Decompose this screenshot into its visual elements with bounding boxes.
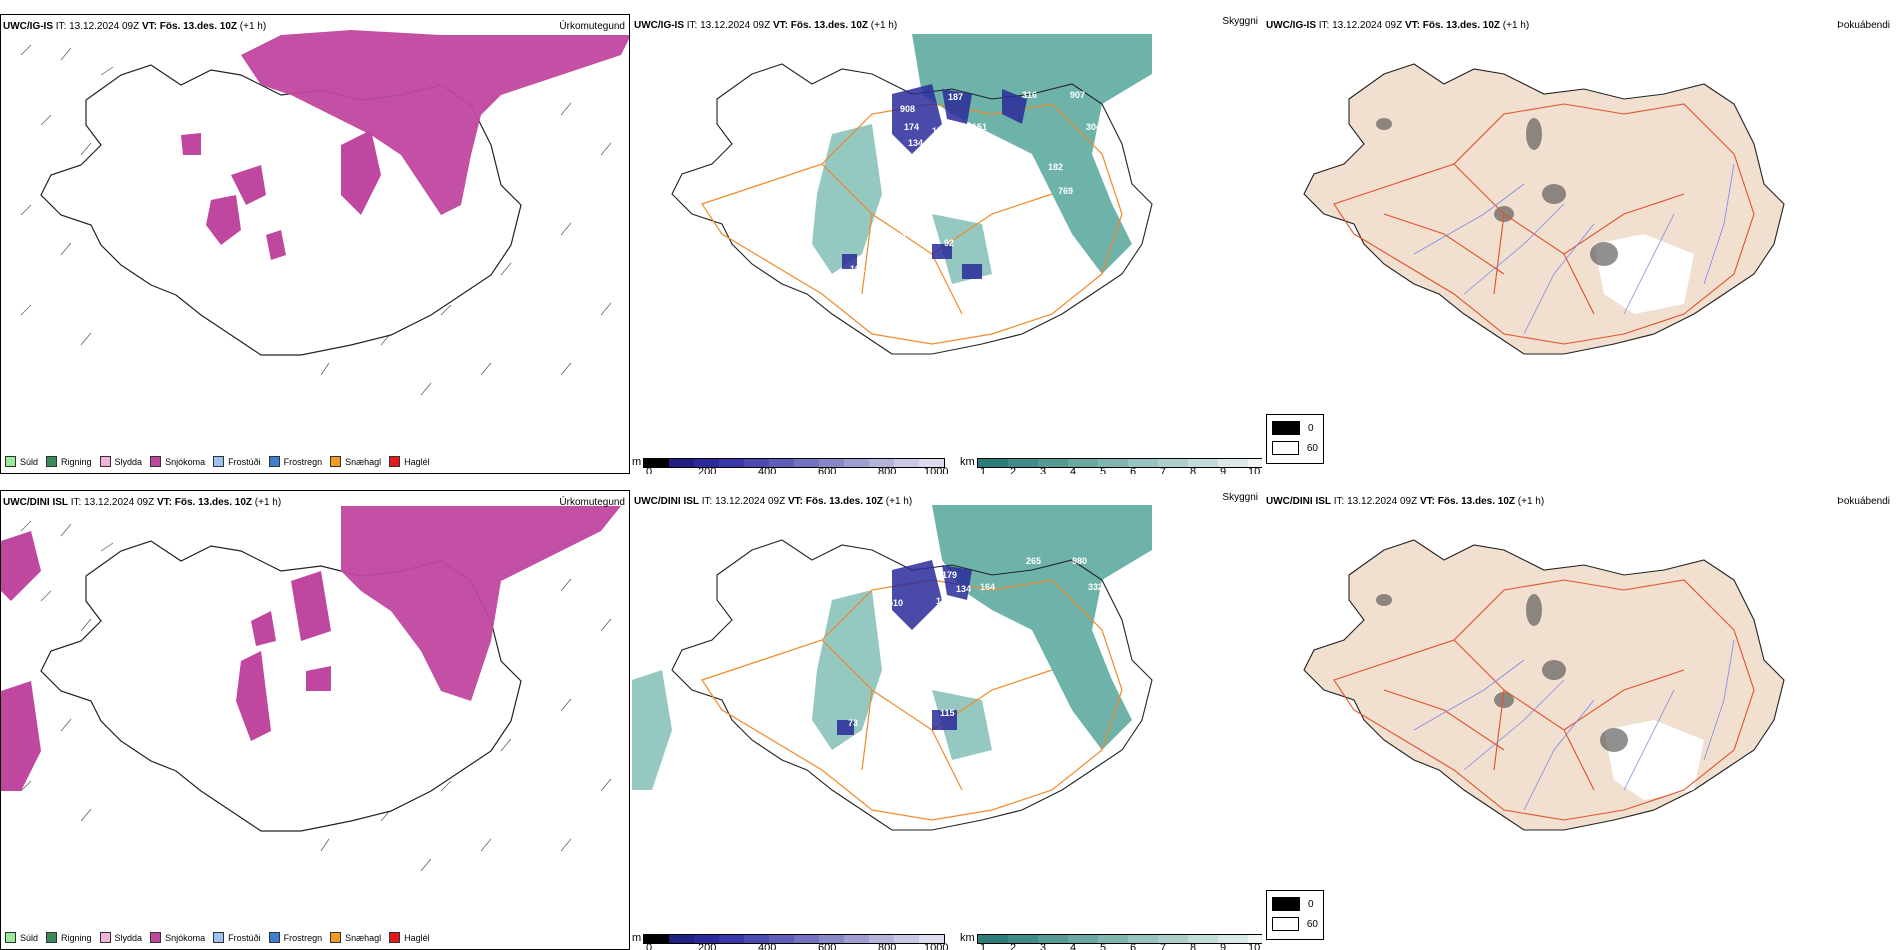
fog-index-panel-row1: UWC/IG-IS IT: 13.12.2024 09Z VT: Fös. 13… <box>1264 14 1894 474</box>
vis-label: 101 <box>850 264 865 274</box>
vis-label: 147 <box>1006 726 1021 736</box>
legend-item: Frostregn <box>268 932 322 943</box>
legend-item: Snjókoma <box>150 932 205 943</box>
panel-title: UWC/IG-IS IT: 13.12.2024 09Z VT: Fös. 13… <box>634 20 898 31</box>
panel-title: UWC/IG-IS IT: 13.12.2024 09Z VT: Fös. 13… <box>1266 20 1530 31</box>
precip-legend: Súld Rigning Slydda Snjókoma Frostúði Fr… <box>5 932 430 943</box>
vis-label: 213 <box>932 636 947 646</box>
legend-item: Haglél <box>389 456 430 467</box>
precip-legend: Súld Rigning Slydda Snjókoma Frostúði Fr… <box>5 456 430 467</box>
visibility-map: 510 179 116 169 213 217 134 164 265 980 … <box>632 505 1153 831</box>
vis-label: 316 <box>1022 90 1037 100</box>
km-colorbar: km 1 2 3 4 5 6 7 8 9 10 <box>960 456 1262 474</box>
vis-label: 349 <box>920 188 935 198</box>
legend-item: Snæhagl <box>330 932 381 943</box>
legend-item: Rigning <box>46 932 92 943</box>
km-colorbar: km 1 2 3 4 5 6 7 8 9 10 <box>960 932 1262 950</box>
vis-label: 115 <box>940 708 955 718</box>
vis-label: 99 <box>1008 258 1018 268</box>
legend-item: Frostregn <box>268 456 322 467</box>
vis-label: 51 <box>990 246 1000 256</box>
precip-type-panel-row2: UWC/DINI ISL IT: 13.12.2024 09Z VT: Fös.… <box>0 490 630 950</box>
vis-label: 332 <box>1088 582 1103 592</box>
vis-label: 179 <box>942 570 957 580</box>
fog-legend: 0 60 <box>1266 890 1324 940</box>
vis-label: 908 <box>900 104 915 114</box>
fog-index-map <box>1303 63 1785 355</box>
precip-type-panel-row1: UWC/IG-IS IT: 13.12.2024 09Z VT: Fös. 13… <box>0 14 630 474</box>
panel-name: Þokuábendi <box>1837 20 1890 31</box>
vis-label: 134 <box>956 584 971 594</box>
vis-label: 134 <box>908 138 923 148</box>
panel-title: UWC/DINI ISL IT: 13.12.2024 09Z VT: Fös.… <box>634 496 913 507</box>
precip-type-map <box>1 506 621 872</box>
legend-item: Snjókoma <box>150 456 205 467</box>
vis-label: 182 <box>1048 162 1063 172</box>
panel-title: UWC/IG-IS IT: 13.12.2024 09Z VT: Fös. 13… <box>3 21 267 32</box>
panel-name: Skyggni <box>1222 492 1258 503</box>
vis-label: 769 <box>1058 186 1073 196</box>
legend-item: Rigning <box>46 456 92 467</box>
panel-name: Skyggni <box>1222 16 1258 27</box>
vis-label: 187 <box>948 92 963 102</box>
legend-item: Frostúði <box>213 456 261 467</box>
vis-label: 123 <box>900 156 915 166</box>
panel-title: UWC/DINI ISL IT: 13.12.2024 09Z VT: Fös.… <box>1266 496 1545 507</box>
vis-label: 94 <box>872 256 882 266</box>
fog-index-map <box>1303 539 1785 831</box>
vis-label: 73 <box>848 718 858 728</box>
fog-legend: 0 60 <box>1266 414 1324 464</box>
vis-label: 147 <box>888 710 903 720</box>
vis-label: 92 <box>944 238 954 248</box>
legend-item: Slydda <box>99 456 142 467</box>
vis-label: 179 <box>932 126 947 136</box>
vis-label: 164 <box>980 582 995 592</box>
height-colorbar: m 0 200 400 600 800 1000 <box>632 932 949 950</box>
vis-label: 217 <box>950 652 965 662</box>
vis-label: 907 <box>1070 90 1085 100</box>
vis-label: 304 <box>1086 122 1101 132</box>
legend-item: Súld <box>5 932 38 943</box>
vis-label: 980 <box>1072 556 1087 566</box>
vis-label: 116 <box>936 596 951 606</box>
visibility-map: 908 174 134 123 179 187 151 316 907 304 … <box>671 34 1153 355</box>
panel-name: Úrkomutegund <box>559 497 625 508</box>
vis-label: 510 <box>888 598 903 608</box>
vis-label: 174 <box>904 122 919 132</box>
legend-item: Frostúði <box>213 932 261 943</box>
visibility-panel-row2: 510 179 116 169 213 217 134 164 265 980 … <box>632 490 1262 950</box>
legend-item: Snæhagl <box>330 456 381 467</box>
legend-item: Súld <box>5 456 38 467</box>
vis-label: 16 <box>1042 256 1052 266</box>
visibility-panel-row1: 908 174 134 123 179 187 151 316 907 304 … <box>632 14 1262 474</box>
fog-index-panel-row2: UWC/DINI ISL IT: 13.12.2024 09Z VT: Fös.… <box>1264 490 1894 950</box>
vis-label: 265 <box>1026 556 1041 566</box>
legend-item: Haglél <box>389 932 430 943</box>
legend-item: Slydda <box>99 932 142 943</box>
vis-label: 169 <box>928 620 943 630</box>
height-colorbar: m 0 200 400 600 800 1000 <box>632 456 949 474</box>
precip-type-map <box>20 30 629 396</box>
vis-label: 151 <box>972 122 987 132</box>
panel-name: Úrkomutegund <box>559 21 625 32</box>
panel-name: Þokuábendi <box>1837 496 1890 507</box>
panel-title: UWC/DINI ISL IT: 13.12.2024 09Z VT: Fös.… <box>3 497 282 508</box>
vis-label: 151 <box>892 232 907 242</box>
